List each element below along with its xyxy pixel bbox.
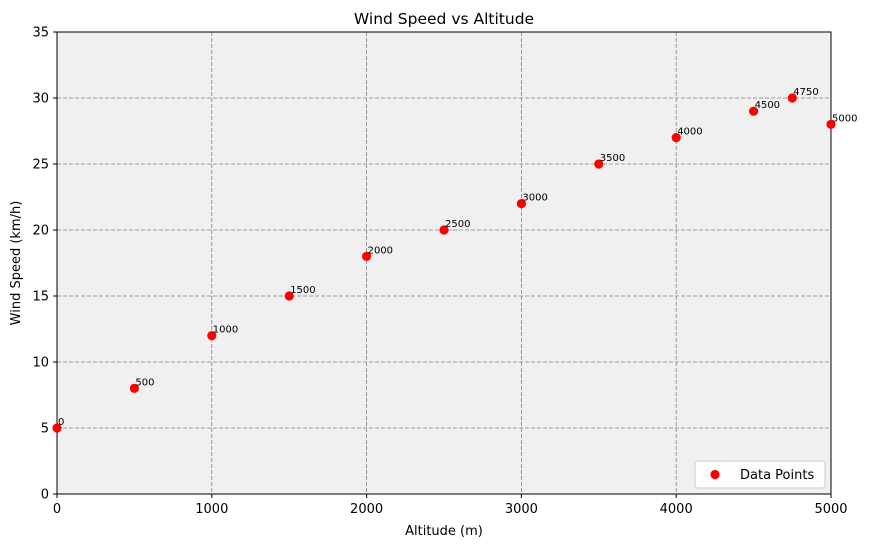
data-point xyxy=(284,291,294,301)
data-point xyxy=(516,199,527,209)
data-point-label: 3000 xyxy=(522,193,547,204)
x-tick-label: 2000 xyxy=(350,502,383,517)
data-point-label: 4750 xyxy=(793,87,818,98)
x-tick-label: 5000 xyxy=(814,502,847,517)
data-point xyxy=(826,119,836,129)
x-axis: 0 1000 2000 3000 4000 5000 xyxy=(53,494,848,517)
data-point xyxy=(362,251,372,261)
x-tick-label: 4000 xyxy=(660,502,693,517)
data-point xyxy=(439,225,449,235)
y-axis: 0 5 10 15 20 25 30 35 xyxy=(32,26,57,503)
data-point-label: 500 xyxy=(135,377,154,388)
chart-title: Wind Speed vs Altitude xyxy=(354,10,534,28)
data-point xyxy=(207,331,217,341)
data-point xyxy=(749,106,759,116)
data-point-label: 2500 xyxy=(445,219,470,230)
y-tick-label: 20 xyxy=(32,224,49,239)
y-tick-label: 35 xyxy=(32,26,49,41)
data-point-label: 2000 xyxy=(368,245,393,256)
x-tick-label: 0 xyxy=(53,502,61,517)
legend-label: Data Points xyxy=(740,468,814,483)
data-points xyxy=(52,93,836,433)
legend-box xyxy=(694,460,826,489)
x-tick-label: 1000 xyxy=(195,502,228,517)
data-point xyxy=(52,423,62,433)
point-labels: 0 500 1000 1500 2000 2500 3000 3500 4000 4500 4750… xyxy=(58,87,857,428)
data-point-label: 3500 xyxy=(600,153,625,164)
data-point-label: 0 xyxy=(58,417,64,428)
plot-frame xyxy=(56,31,832,495)
x-axis-label: Altitude (m) xyxy=(405,524,483,539)
data-point-label: 5000 xyxy=(832,113,857,124)
legend: Data Points xyxy=(694,460,826,489)
data-point xyxy=(671,133,681,143)
y-tick-label: 0 xyxy=(41,488,49,503)
data-point xyxy=(129,383,139,393)
legend-marker xyxy=(710,469,720,480)
y-tick-label: 10 xyxy=(32,356,49,371)
y-axis-label: Wind Speed (km/h) xyxy=(9,201,24,326)
data-point-label: 4000 xyxy=(677,127,702,138)
y-tick-label: 30 xyxy=(32,92,49,107)
data-point xyxy=(594,159,604,169)
x-tick-label: 3000 xyxy=(505,502,538,517)
data-point-label: 1500 xyxy=(290,285,315,296)
data-point-label: 1000 xyxy=(213,325,238,336)
y-tick-label: 15 xyxy=(32,290,49,305)
data-point-label: 4500 xyxy=(755,100,780,111)
y-tick-label: 25 xyxy=(32,158,49,173)
data-point xyxy=(787,93,797,103)
plot-area xyxy=(57,32,831,494)
y-tick-label: 5 xyxy=(41,422,49,437)
